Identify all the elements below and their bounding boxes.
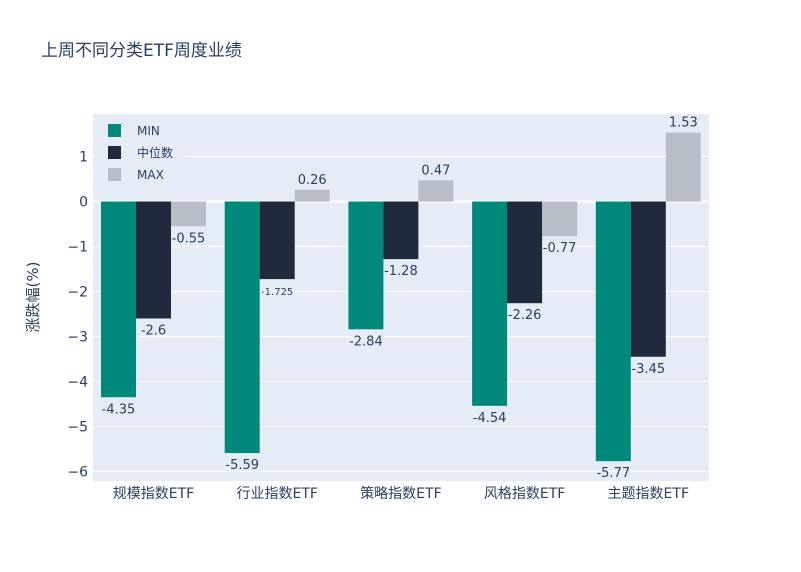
bar-min-4 bbox=[595, 201, 631, 462]
legend-swatch bbox=[108, 168, 121, 181]
bar--2 bbox=[383, 201, 419, 260]
bar-max-4 bbox=[665, 132, 701, 202]
y-tick-label: −2 bbox=[67, 285, 88, 301]
y-tick-label: −5 bbox=[67, 420, 88, 436]
bar--4 bbox=[630, 201, 666, 357]
bar--1 bbox=[259, 201, 295, 280]
data-label: -4.54 bbox=[473, 411, 507, 426]
legend-swatch bbox=[108, 146, 121, 159]
data-label: -2.26 bbox=[508, 308, 542, 323]
data-label: -1.28 bbox=[384, 264, 418, 279]
bar-max-0 bbox=[171, 201, 206, 227]
legend-label: MAX bbox=[137, 168, 164, 182]
legend-swatch bbox=[108, 124, 121, 137]
x-category-label: 行业指数ETF bbox=[236, 486, 317, 502]
bar--0 bbox=[136, 201, 171, 319]
bar-max-2 bbox=[418, 180, 454, 202]
data-label: -3.45 bbox=[631, 362, 665, 377]
legend-label: 中位数 bbox=[137, 145, 173, 160]
legend-label: MIN bbox=[137, 124, 160, 138]
y-tick-label: 1 bbox=[79, 150, 88, 166]
y-tick-label: −1 bbox=[67, 240, 88, 256]
bar--3 bbox=[507, 201, 543, 304]
data-label: -5.77 bbox=[596, 466, 630, 481]
x-category-label: 风格指数ETF bbox=[484, 486, 565, 502]
x-axis-categories: 规模指数ETF 行业指数ETF 策略指数ETF 风格指数ETF 主题指数ETF bbox=[113, 485, 689, 502]
data-label: -5.59 bbox=[225, 458, 259, 473]
data-labels: -4.35 -2.6 -0.55 -5.59 -1.725 0.26 -2.84 -1.28 0… bbox=[102, 116, 698, 481]
bar-min-0 bbox=[101, 201, 136, 398]
y-tick-label: −6 bbox=[67, 465, 88, 481]
data-label: 0.47 bbox=[421, 163, 450, 178]
y-axis-ticks: 1 0 −1 −2 −3 −4 −5 −6 bbox=[67, 150, 88, 481]
bar-min-2 bbox=[348, 201, 384, 330]
y-tick-label: −3 bbox=[67, 330, 88, 346]
data-label: -1.725 bbox=[261, 287, 293, 298]
chart-title: 上周不同分类ETF周度业绩 bbox=[41, 41, 242, 61]
x-category-label: 规模指数ETF bbox=[113, 486, 194, 502]
bar-min-1 bbox=[224, 201, 260, 454]
x-category-label: 策略指数ETF bbox=[360, 485, 441, 502]
y-tick-label: 0 bbox=[79, 195, 88, 211]
data-label: -0.77 bbox=[543, 241, 577, 256]
data-label: 0.26 bbox=[298, 173, 327, 188]
y-tick-label: −4 bbox=[67, 375, 88, 391]
y-axis-label: 涨跌幅(%) bbox=[24, 262, 42, 333]
bars-group bbox=[101, 132, 701, 462]
data-label: -2.84 bbox=[349, 334, 383, 349]
data-label: -4.35 bbox=[102, 402, 136, 417]
legend: MIN 中位数 MAX bbox=[97, 117, 185, 187]
bar-max-3 bbox=[542, 201, 578, 237]
data-label: -2.6 bbox=[141, 324, 166, 339]
bar-min-3 bbox=[472, 201, 508, 406]
data-label: -0.55 bbox=[172, 231, 206, 246]
bar-max-1 bbox=[294, 189, 330, 202]
data-label: 1.53 bbox=[669, 116, 698, 131]
x-category-label: 主题指数ETF bbox=[608, 486, 689, 502]
